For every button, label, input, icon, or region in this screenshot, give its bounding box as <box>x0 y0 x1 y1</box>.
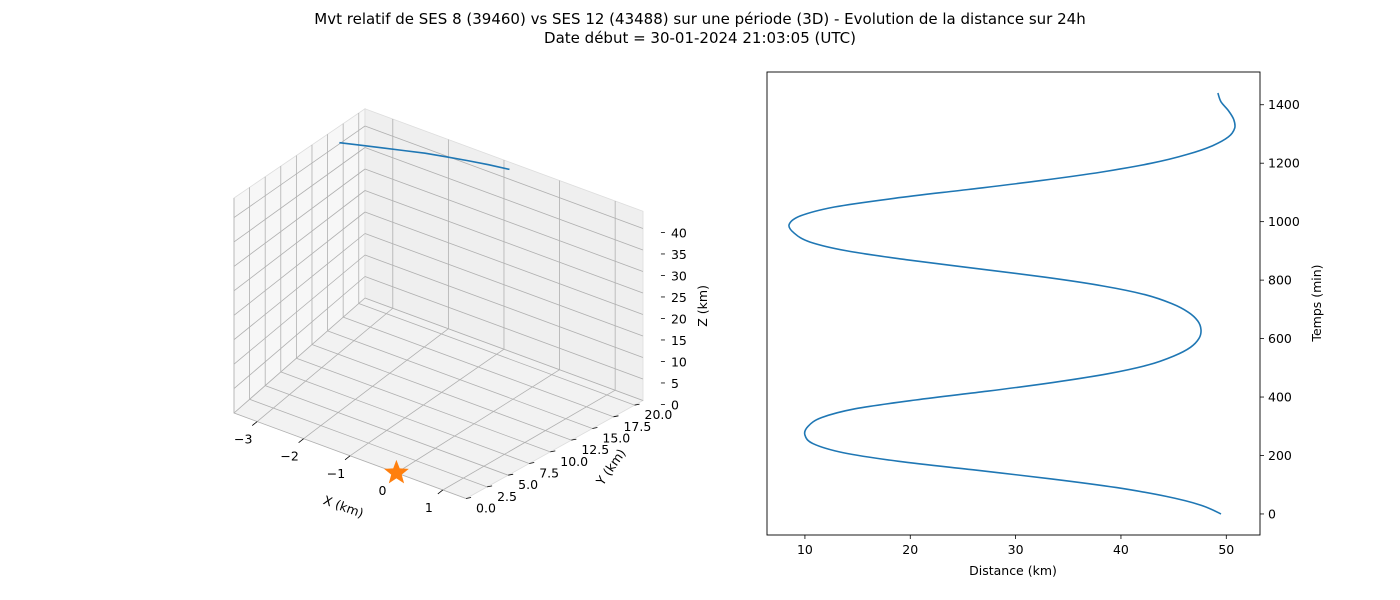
x-tick-label-2d: 20 <box>902 542 918 557</box>
z-gridline-back <box>364 190 644 294</box>
y-gridline-floor <box>280 371 530 464</box>
y-tick-label-3d: 5.0 <box>518 477 538 492</box>
z-tick-label-3d: 10 <box>671 354 687 369</box>
y-gridline-floor <box>343 316 614 418</box>
y-tick-label-2d: 400 <box>1268 390 1292 405</box>
y-tick-label-2d: 600 <box>1268 331 1292 346</box>
y-tick-label-3d: 10.0 <box>560 454 588 469</box>
y-gridline-floor <box>296 357 551 453</box>
y-tick-label-2d: 200 <box>1268 448 1292 463</box>
x-tick-label-3d: 1 <box>425 500 433 515</box>
figure-subtitle: Date début = 30-01-2024 21:03:05 (UTC) <box>544 29 856 47</box>
y-tick <box>592 427 598 429</box>
x-tick <box>251 421 258 426</box>
z-gridline-back <box>364 147 644 251</box>
y-tick <box>487 485 493 488</box>
z-tick-label-3d: 5 <box>671 376 679 391</box>
z-gridline-left <box>233 147 366 243</box>
y-tick-label-3d: 2.5 <box>497 489 517 504</box>
ticks-2d: 10 20 30 40 50 0 200 400 600 800 1000 1200 1400 <box>797 97 1300 557</box>
z-gridline-back <box>364 276 644 380</box>
y-tick <box>571 438 577 441</box>
z-tick-label-3d: 40 <box>671 225 687 240</box>
y-tick-label-3d: 7.5 <box>539 466 559 481</box>
y-gridline-floor <box>265 385 509 476</box>
y-tick-label-3d: 17.5 <box>623 419 651 434</box>
y-gridline-floor <box>358 303 635 406</box>
y-gridline-floor <box>327 330 593 429</box>
y-tick <box>465 497 472 499</box>
distance-time-line <box>788 92 1236 515</box>
z-gridline-left <box>233 125 366 218</box>
plot-frame-2d <box>766 71 1261 536</box>
z-gridline-back <box>364 125 644 229</box>
y-tick-label-2d: 800 <box>1268 273 1292 288</box>
z-tick-label-3d: 20 <box>671 311 687 326</box>
z-gridline-left <box>233 190 366 292</box>
x-tick <box>437 489 444 495</box>
chart-2d: 10 20 30 40 50 0 200 400 600 800 1000 1200 1400 Dist… <box>766 71 1324 578</box>
z-gridline-left <box>233 297 366 414</box>
z-tick-label-3d: 0 <box>671 397 679 412</box>
y-tick-label-2d: 1400 <box>1268 97 1300 112</box>
x-axis-label-2d: Distance (km) <box>969 563 1057 578</box>
z-gridline-left <box>233 276 366 389</box>
y-tick <box>529 462 535 464</box>
x-tick-label-2d: 10 <box>797 542 813 557</box>
z-tick-label-3d: 15 <box>671 333 687 348</box>
z-gridline-left <box>233 211 366 316</box>
x-tick-label-2d: 30 <box>1008 542 1024 557</box>
z-tick-label-3d: 30 <box>671 268 687 283</box>
z-gridline-left <box>233 254 366 365</box>
y-tick <box>613 415 619 418</box>
origin-star-marker <box>384 459 409 484</box>
y-axis-label-2d: Temps (min) <box>1309 264 1324 342</box>
y-tick-label-3d: 20.0 <box>645 407 673 422</box>
z-gridline-back <box>364 297 644 401</box>
y-tick <box>634 403 640 406</box>
z-gridline-back <box>364 168 644 272</box>
z-tick-label-3d: 25 <box>671 290 687 305</box>
z-gridline-back <box>364 211 644 315</box>
x-tick-label-2d: 50 <box>1218 542 1234 557</box>
y-gridline-floor <box>249 398 488 488</box>
y-tick-label-2d: 1000 <box>1268 214 1300 229</box>
y-tick-label-3d: 12.5 <box>581 442 609 457</box>
x-tick-label-3d: −3 <box>234 432 252 447</box>
y-tick-label-2d: 1200 <box>1268 156 1300 171</box>
z-tick-label-3d: 35 <box>671 247 687 262</box>
x-tick-label-3d: −2 <box>280 449 298 464</box>
x-tick <box>298 438 304 443</box>
y-tick-label-3d: 15.0 <box>602 430 630 445</box>
z-gridline-left <box>233 168 366 267</box>
z-gridline-back <box>364 233 644 337</box>
x-axis-label-3d: X (km) <box>321 492 365 520</box>
z-gridline-back <box>364 254 644 358</box>
y-tick-label-2d: 0 <box>1268 506 1276 521</box>
x-tick <box>344 455 351 461</box>
x-tick-label-2d: 40 <box>1113 542 1129 557</box>
z-axis-label-3d: Z (km) <box>695 285 710 327</box>
x-tick-label-3d: 0 <box>378 483 386 498</box>
chart-3d: −3−2−101 0.02.55.07.510.012.515.017.520.0… <box>233 108 710 521</box>
z-gridline-left <box>233 233 366 341</box>
y-tick <box>508 473 514 476</box>
y-tick-label-3d: 0.0 <box>476 501 496 516</box>
y-tick <box>550 450 556 453</box>
axes-3d: −3−2−101 0.02.55.07.510.012.515.017.520.0… <box>234 225 687 515</box>
trajectory-3d-line <box>339 141 510 171</box>
x-tick-label-3d: −1 <box>327 466 345 481</box>
y-gridline-floor <box>311 344 572 441</box>
figure-title: Mvt relatif de SES 8 (39460) vs SES 12 (… <box>314 10 1086 28</box>
